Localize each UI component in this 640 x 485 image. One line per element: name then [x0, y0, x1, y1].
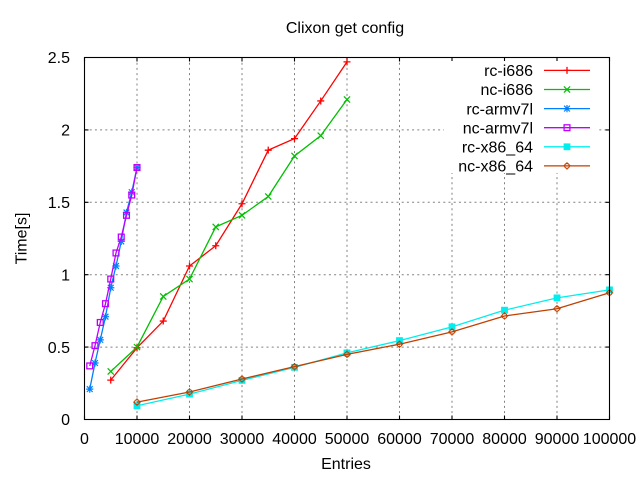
- svg-text:2: 2: [61, 123, 70, 140]
- svg-text:rc-armv7l: rc-armv7l: [466, 101, 533, 118]
- svg-text:rc-x86_64: rc-x86_64: [462, 140, 533, 157]
- svg-text:nc-i686: nc-i686: [481, 82, 534, 99]
- svg-text:50000: 50000: [325, 431, 370, 448]
- svg-text:30000: 30000: [220, 431, 265, 448]
- svg-text:0.5: 0.5: [48, 340, 70, 357]
- svg-text:nc-x86_64: nc-x86_64: [458, 159, 533, 176]
- svg-text:nc-armv7l: nc-armv7l: [463, 120, 533, 137]
- svg-text:Time[s]: Time[s]: [14, 213, 31, 265]
- svg-text:1.5: 1.5: [48, 195, 70, 212]
- svg-text:Clixon get config: Clixon get config: [286, 20, 404, 37]
- svg-text:80000: 80000: [482, 431, 527, 448]
- svg-text:0: 0: [80, 431, 89, 448]
- svg-text:0: 0: [61, 412, 70, 429]
- svg-text:60000: 60000: [377, 431, 422, 448]
- svg-text:70000: 70000: [430, 431, 475, 448]
- svg-text:Entries: Entries: [321, 456, 371, 473]
- svg-text:2.5: 2.5: [48, 50, 70, 67]
- svg-text:10000: 10000: [115, 431, 160, 448]
- svg-text:100000: 100000: [583, 431, 636, 448]
- svg-text:rc-i686: rc-i686: [484, 63, 533, 80]
- svg-text:90000: 90000: [535, 431, 580, 448]
- svg-text:40000: 40000: [272, 431, 317, 448]
- svg-text:20000: 20000: [167, 431, 212, 448]
- svg-text:1: 1: [61, 267, 70, 284]
